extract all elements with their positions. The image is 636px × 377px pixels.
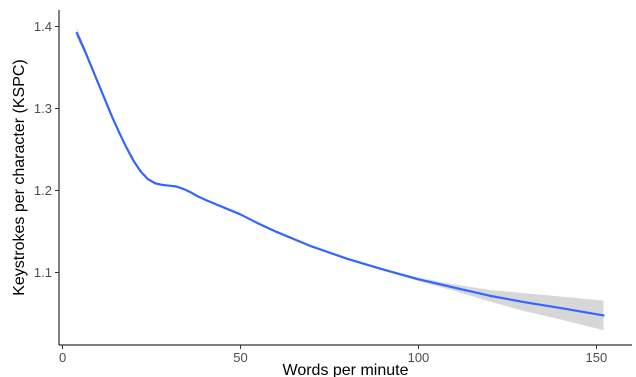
confidence-band	[76, 28, 604, 331]
fit-line	[75, 31, 605, 317]
x-tick-label: 100	[408, 350, 430, 365]
y-axis-title: Keystrokes per character (KSPC)	[11, 59, 28, 296]
y-tick-label: 1.4	[34, 19, 52, 34]
y-tick-label: 1.3	[34, 101, 52, 116]
y-tick-label: 1.1	[34, 265, 52, 280]
confidence-band-layer	[76, 28, 604, 331]
fit-line-layer	[75, 31, 605, 317]
x-tick-label: 150	[586, 350, 608, 365]
x-tick-label: 0	[59, 350, 66, 365]
x-tick-label: 50	[233, 350, 247, 365]
y-tick-label: 1.2	[34, 183, 52, 198]
y-axis-ticks: 1.1 1.2 1.3 1.4	[34, 19, 59, 280]
x-axis-ticks: 0 50 100 150	[59, 345, 607, 365]
x-axis-title: Words per minute	[283, 362, 409, 377]
